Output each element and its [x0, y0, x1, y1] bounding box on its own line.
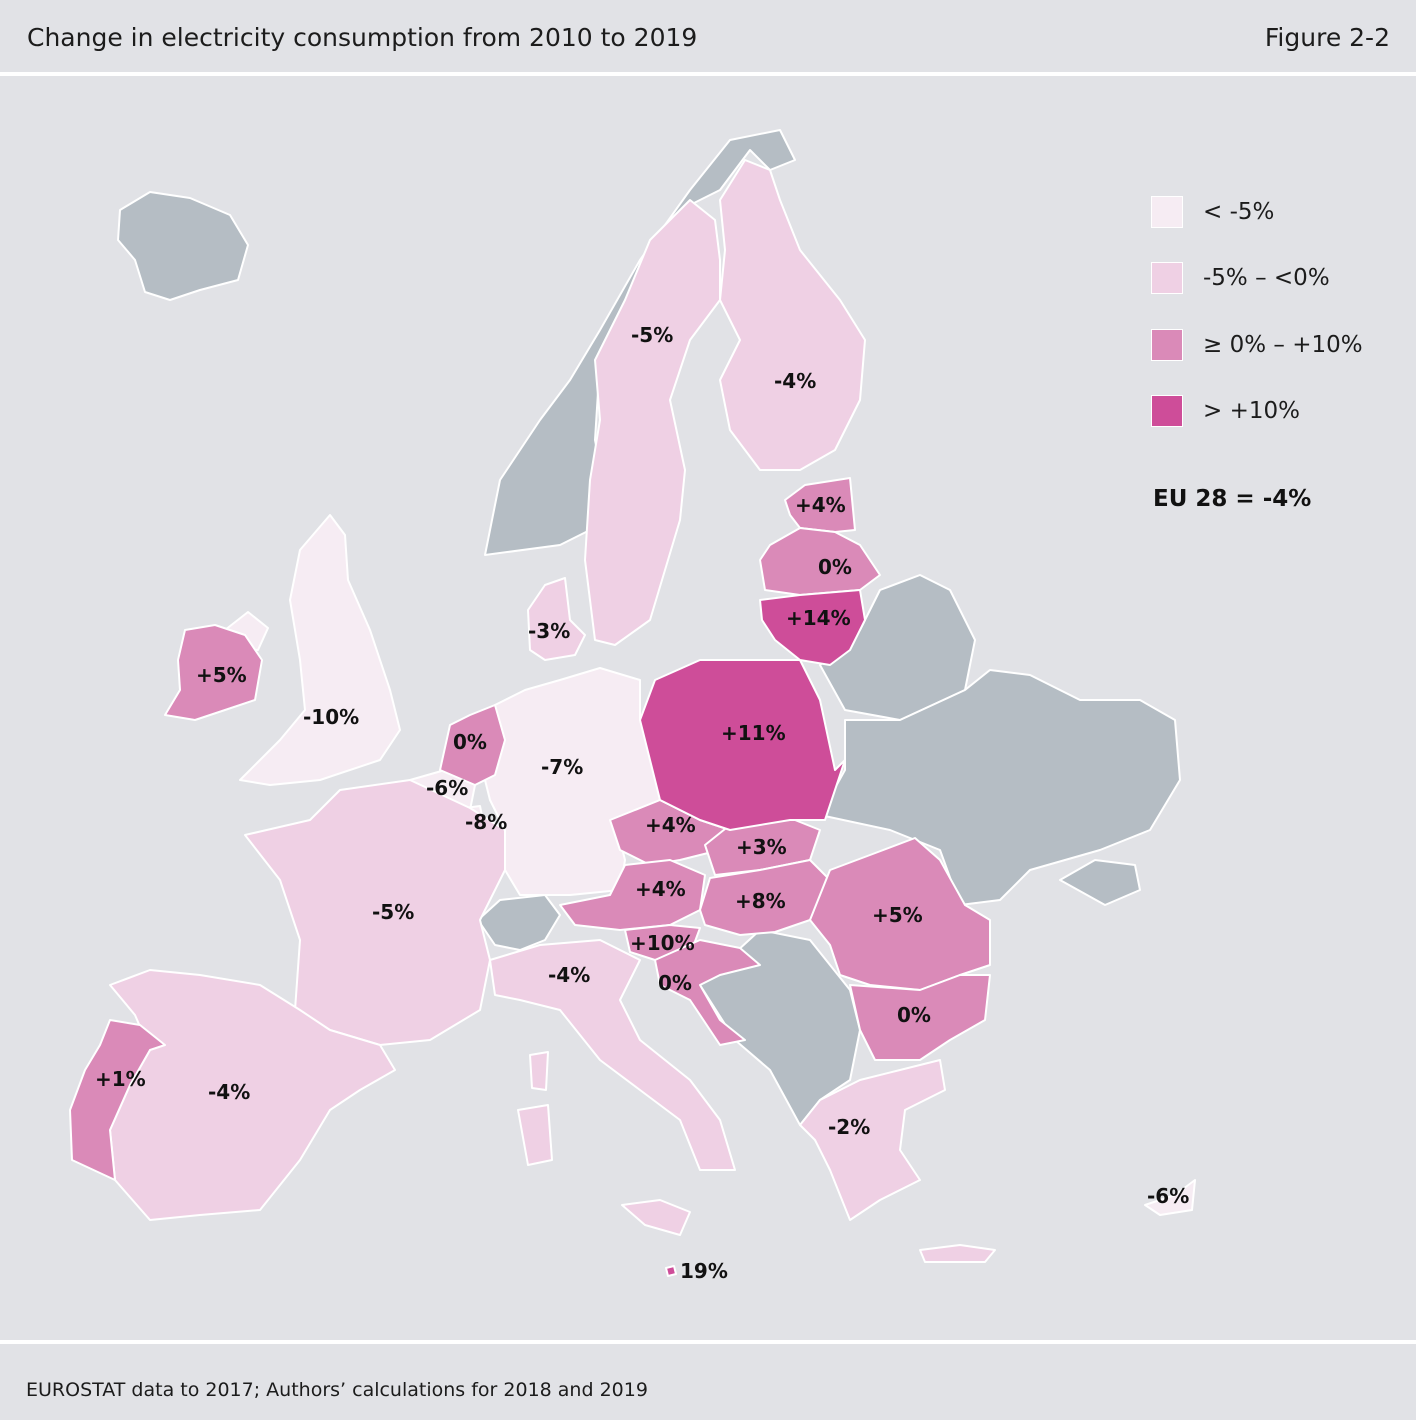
country-italy	[489, 939, 736, 1171]
footer-bar: EUROSTAT data to 2017; Authors’ calculat…	[0, 1340, 1416, 1420]
page-title: Change in electricity consumption from 2…	[27, 23, 698, 52]
country-portugal	[69, 1019, 166, 1181]
country-belarus	[819, 574, 976, 721]
legend-swatch	[1151, 329, 1183, 361]
country-romania	[809, 837, 991, 991]
label-malta: 19%	[680, 1259, 728, 1283]
country-corsica	[529, 1051, 549, 1091]
label-greece: -2%	[828, 1115, 870, 1139]
label-italy: -4%	[548, 963, 590, 987]
label-portugal: +1%	[95, 1067, 146, 1091]
country-uk	[239, 514, 401, 786]
label-hungary: +8%	[735, 889, 786, 913]
label-denmark: -3%	[528, 619, 570, 643]
legend-label: ≥ 0% – +10%	[1203, 332, 1363, 358]
country-netherlands	[439, 704, 506, 786]
header-bar: Change in electricity consumption from 2…	[0, 0, 1416, 76]
country-sardinia	[517, 1104, 553, 1166]
legend-item: < -5%	[1151, 196, 1391, 230]
label-slovakia: +3%	[736, 835, 787, 859]
eu-total: EU 28 = -4%	[1153, 486, 1312, 512]
label-finland: -4%	[774, 369, 816, 393]
europe-map: -5% -4% +4% 0% +14% -3% +5% -10% 0% -6% …	[69, 129, 1196, 1283]
country-germany	[479, 667, 661, 896]
label-belgium: -6%	[426, 776, 468, 800]
legend-label: > +10%	[1203, 398, 1300, 424]
country-sweden	[584, 199, 721, 646]
country-balkans	[699, 929, 861, 1126]
legend-swatch	[1151, 395, 1183, 427]
label-poland: +11%	[721, 721, 786, 745]
label-lithuania: +14%	[786, 606, 851, 630]
label-sweden: -5%	[631, 323, 673, 347]
legend-item: ≥ 0% – +10%	[1151, 329, 1391, 363]
label-estonia: +4%	[795, 493, 846, 517]
legend-item: -5% – <0%	[1151, 262, 1391, 296]
label-spain: -4%	[208, 1080, 250, 1104]
label-croatia: 0%	[658, 971, 692, 995]
label-germany: -7%	[541, 755, 583, 779]
label-slovenia: +10%	[630, 931, 695, 955]
country-iceland	[117, 191, 249, 301]
country-switzerland	[477, 894, 561, 951]
country-latvia	[759, 527, 881, 596]
country-austria	[559, 859, 706, 931]
country-denmark	[527, 577, 586, 661]
figure-number: Figure 2-2	[1264, 23, 1390, 52]
country-ireland	[164, 624, 263, 721]
label-romania: +5%	[872, 903, 923, 927]
label-uk: -10%	[303, 705, 359, 729]
country-bulgaria	[849, 974, 991, 1061]
country-cyprus	[1144, 1179, 1196, 1216]
country-crete	[919, 1244, 996, 1263]
label-latvia: 0%	[818, 555, 852, 579]
source-note: EUROSTAT data to 2017; Authors’ calculat…	[26, 1379, 648, 1401]
country-estonia	[784, 477, 856, 533]
country-sicily	[621, 1199, 691, 1236]
country-finland	[719, 159, 866, 471]
legend-swatch	[1151, 196, 1183, 228]
country-greece	[799, 1059, 946, 1221]
country-croatia	[654, 939, 761, 1046]
country-poland	[639, 659, 846, 831]
label-france: -5%	[372, 900, 414, 924]
legend-swatch	[1151, 262, 1183, 294]
country-malta	[665, 1265, 677, 1277]
legend-item: > +10%	[1151, 395, 1391, 429]
label-netherlands: 0%	[453, 730, 487, 754]
country-lithuania	[759, 589, 866, 666]
legend-label: -5% – <0%	[1203, 265, 1330, 291]
label-czech: +4%	[645, 813, 696, 837]
label-austria: +4%	[635, 877, 686, 901]
label-cyprus: -6%	[1147, 1184, 1189, 1208]
country-crimea	[1059, 859, 1141, 906]
label-luxembourg: -8%	[465, 810, 507, 834]
legend-label: < -5%	[1203, 199, 1275, 225]
label-bulgaria: 0%	[897, 1003, 931, 1027]
label-ireland: +5%	[196, 663, 247, 687]
